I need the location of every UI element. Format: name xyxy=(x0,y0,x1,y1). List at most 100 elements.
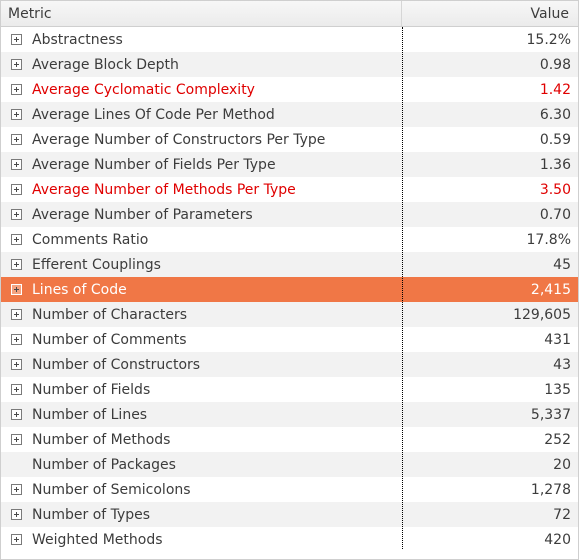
metric-label: Weighted Methods xyxy=(32,531,163,548)
table-row[interactable]: Average Number of Methods Per Type 3.50 xyxy=(1,177,578,202)
metric-value: 15.2% xyxy=(526,31,571,48)
metric-label: Abstractness xyxy=(32,31,123,48)
plus-box-icon[interactable] xyxy=(11,534,22,545)
table-row[interactable]: Comments Ratio 17.8% xyxy=(1,227,578,252)
metric-cell: Average Number of Methods Per Type xyxy=(1,182,402,198)
plus-box-icon[interactable] xyxy=(11,284,22,295)
metric-value: 431 xyxy=(544,331,571,348)
metric-label: Average Number of Constructors Per Type xyxy=(32,131,326,148)
metric-value: 252 xyxy=(544,431,571,448)
table-row[interactable]: Average Cyclomatic Complexity 1.42 xyxy=(1,77,578,102)
plus-box-icon[interactable] xyxy=(11,509,22,520)
metric-label: Number of Constructors xyxy=(32,356,201,373)
metric-label: Number of Packages xyxy=(32,456,176,473)
metric-label: Number of Lines xyxy=(32,406,148,423)
table-row[interactable]: Average Number of Parameters 0.70 xyxy=(1,202,578,227)
metric-value: 129,605 xyxy=(513,306,571,323)
metric-value: 72 xyxy=(553,506,571,523)
metric-cell: Average Number of Fields Per Type xyxy=(1,157,402,173)
table-row[interactable]: Efferent Couplings 45 xyxy=(1,252,578,277)
table-row[interactable]: Abstractness 15.2% xyxy=(1,27,578,52)
plus-box-icon[interactable] xyxy=(11,484,22,495)
metric-label: Number of Methods xyxy=(32,431,171,448)
table-row[interactable]: Average Number of Constructors Per Type 0… xyxy=(1,127,578,152)
metric-cell: Average Block Depth xyxy=(1,57,402,73)
value-column-header[interactable]: Value xyxy=(530,6,569,22)
metric-value: 17.8% xyxy=(526,231,571,248)
metric-label: Average Number of Fields Per Type xyxy=(32,156,276,173)
metric-label: Average Lines Of Code Per Method xyxy=(32,106,275,123)
metric-cell: Abstractness xyxy=(1,32,402,48)
plus-box-icon[interactable] xyxy=(11,159,22,170)
plus-box-icon[interactable] xyxy=(11,209,22,220)
metric-cell: Lines of Code xyxy=(1,282,402,298)
table-row[interactable]: Number of Semicolons 1,278 xyxy=(1,477,578,502)
table-row[interactable]: Number of Packages 20 xyxy=(1,452,578,477)
metric-cell: Number of Types xyxy=(1,507,402,523)
table-row[interactable]: Number of Comments 431 xyxy=(1,327,578,352)
plus-box-icon[interactable] xyxy=(11,234,22,245)
plus-box-icon[interactable] xyxy=(11,309,22,320)
metric-label: Number of Characters xyxy=(32,306,188,323)
metric-cell: Average Lines Of Code Per Method xyxy=(1,107,402,123)
table-row[interactable]: Number of Lines 5,337 xyxy=(1,402,578,427)
metric-cell: Average Number of Constructors Per Type xyxy=(1,132,402,148)
metric-value: 2,415 xyxy=(530,281,571,298)
table-header: Metric Value xyxy=(1,1,578,27)
plus-box-icon[interactable] xyxy=(11,184,22,195)
table-row[interactable]: Number of Constructors 43 xyxy=(1,352,578,377)
metric-value: 0.59 xyxy=(539,131,571,148)
metric-column-header[interactable]: Metric xyxy=(1,1,402,26)
metric-label: Number of Comments xyxy=(32,331,187,348)
plus-box-icon[interactable] xyxy=(11,334,22,345)
metric-cell: Number of Semicolons xyxy=(1,482,402,498)
metric-cell: Number of Fields xyxy=(1,382,402,398)
metric-cell: Number of Constructors xyxy=(1,357,402,373)
plus-box-icon[interactable] xyxy=(11,134,22,145)
table-row[interactable]: Number of Types 72 xyxy=(1,502,578,527)
metric-label: Efferent Couplings xyxy=(32,256,161,273)
metric-cell: Weighted Methods xyxy=(1,532,402,548)
metric-cell: Number of Methods xyxy=(1,432,402,448)
metric-label: Number of Semicolons xyxy=(32,481,191,498)
table-row[interactable]: Average Lines Of Code Per Method 6.30 xyxy=(1,102,578,127)
metric-value: 420 xyxy=(544,531,571,548)
metric-value: 3.50 xyxy=(539,181,571,198)
plus-box-icon[interactable] xyxy=(11,59,22,70)
plus-box-icon[interactable] xyxy=(11,259,22,270)
metric-label: Lines of Code xyxy=(32,281,127,298)
metric-cell: Average Number of Parameters xyxy=(1,207,402,223)
metric-value: 6.30 xyxy=(539,106,571,123)
table-row[interactable]: Number of Methods 252 xyxy=(1,427,578,452)
metric-value: 135 xyxy=(544,381,571,398)
metric-cell: Number of Lines xyxy=(1,407,402,423)
metric-label: Average Block Depth xyxy=(32,56,179,73)
plus-box-icon[interactable] xyxy=(11,384,22,395)
metric-label: Average Number of Methods Per Type xyxy=(32,181,296,198)
table-row[interactable]: Weighted Methods 420 xyxy=(1,527,578,552)
table-row[interactable]: Lines of Code 2,415 xyxy=(1,277,578,302)
table-row[interactable]: Average Number of Fields Per Type 1.36 xyxy=(1,152,578,177)
table-row[interactable]: Number of Fields 135 xyxy=(1,377,578,402)
metric-value: 5,337 xyxy=(530,406,571,423)
table-row[interactable]: Number of Characters 129,605 xyxy=(1,302,578,327)
table-row[interactable]: Average Block Depth 0.98 xyxy=(1,52,578,77)
metric-value: 0.98 xyxy=(539,56,571,73)
metric-value: 1,278 xyxy=(530,481,571,498)
metric-label: Comments Ratio xyxy=(32,231,149,248)
metric-value: 43 xyxy=(553,356,571,373)
plus-box-icon[interactable] xyxy=(11,409,22,420)
metric-cell: Number of Characters xyxy=(1,307,402,323)
plus-box-icon[interactable] xyxy=(11,84,22,95)
plus-box-icon[interactable] xyxy=(11,434,22,445)
metric-label: Average Cyclomatic Complexity xyxy=(32,81,255,98)
metric-cell: Comments Ratio xyxy=(1,232,402,248)
metric-value: 1.42 xyxy=(539,81,571,98)
plus-box-icon[interactable] xyxy=(11,34,22,45)
plus-box-icon[interactable] xyxy=(11,359,22,370)
plus-box-icon[interactable] xyxy=(11,109,22,120)
metric-cell: Average Cyclomatic Complexity xyxy=(1,82,402,98)
metric-cell: Number of Packages xyxy=(1,457,402,473)
metric-value: 20 xyxy=(553,456,571,473)
